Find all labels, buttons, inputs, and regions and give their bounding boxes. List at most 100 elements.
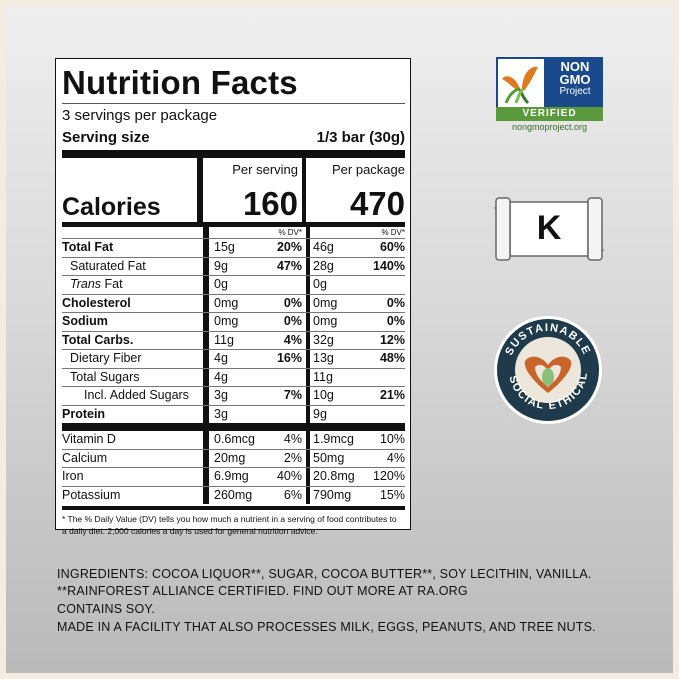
package-amount: 13g [313,351,334,365]
per-package-header: Per package [332,162,405,177]
package-amount: 11g [313,369,333,384]
nutrient-name: Total Sugars [70,369,140,384]
nutrient-row: Cholesterol 0mg 0% 0mg 0% [62,293,405,312]
calories-block: Calories Per serving 160 Per package 470 [62,158,405,222]
hands-heart-icon [524,356,572,393]
nutrient-row: Total Fat 15g 20% 46g 60% [62,238,405,257]
nutrient-name: Saturated Fat [70,258,146,273]
nutrient-name: Dietary Fiber [70,351,142,365]
per-serving-cell: 9g 47% [203,257,306,275]
gmo-line2: GMO [559,72,591,87]
nutrient-table: Total Fat 15g 20% 46g 60% Saturated Fat 9g 47% 2… [62,238,405,423]
per-serving-cell: 11g 4% [203,331,306,349]
nutrient-name: Total Fat [62,240,114,254]
serving-dv: 0% [283,314,302,328]
vitamin-row: Calcium 20mg 2% 50mg 4% [62,448,405,467]
package-dv: 0% [386,314,405,328]
nutrient-name: Sodium [62,314,108,328]
serving-amount: 0mg [214,314,239,328]
package-dv: 120% [373,469,405,483]
serving-amount: 3g [214,388,228,402]
per-serving-header: Per serving [232,162,298,177]
vitamin-name: Calcium [62,450,108,465]
package-dv: 15% [379,487,405,502]
vitamin-row: Vitamin D 0.6mcg 4% 1.9mcg 10% [62,431,405,449]
nutrient-row: Trans Fat 0g 0g [62,275,405,294]
per-package-cell: 20.8mg 120% [306,468,409,486]
per-package-cell: 11g [306,368,409,386]
per-package-cell: 32g 12% [306,331,409,349]
package-dv: 48% [379,351,405,365]
serving-dv: 4% [283,332,302,347]
per-serving-cell: 3g [203,405,306,423]
serving-dv: 0% [283,295,302,310]
nutrient-row: Sodium 0mg 0% 0mg 0% [62,312,405,331]
dv-header-package: % DV* [306,227,409,238]
non-gmo-verified-badge: NON GMO Project VERIFIED nongmoproject.o… [496,57,603,132]
nutrient-row: Saturated Fat 9g 47% 28g 140% [62,256,405,275]
package-amount: 1.9mcg [313,432,354,446]
vitamin-row: Iron 6.9mg 40% 20.8mg 120% [62,467,405,486]
nutrient-row: Incl. Added Sugars 3g 7% 10g 21% [62,386,405,405]
vitamin-divider [62,423,405,431]
per-package-cell: 50mg 4% [306,449,409,467]
vitamin-row: Potassium 260mg 6% 790mg 15% [62,485,405,504]
trans-suffix: Fat [101,277,123,291]
per-package-cell: 13g 48% [306,350,409,368]
nutrient-name: Total Carbs. [62,332,134,347]
serving-amount: 15g [214,240,235,254]
dv-header-serving: % DV* [203,227,306,238]
trans-prefix: Trans [70,277,102,291]
per-serving-cell: 20mg 2% [203,449,306,467]
allergen-facility: MADE IN A FACILITY THAT ALSO PROCESSES M… [57,620,596,634]
gmo-line3: Project [559,86,591,97]
vitamin-name: Vitamin D [62,432,116,446]
sustainable-social-ethical-badge: SUSTAINABLE SOCIAL ETHICAL [493,315,603,425]
calories-per-package-cell: Per package 470 [306,158,409,222]
kosher-badge: K [494,194,604,264]
serving-dv: 16% [276,351,302,365]
per-serving-cell: 15g 20% [203,239,306,257]
per-package-cell: 9g [306,405,409,423]
nutrient-name: Cholesterol [62,295,131,310]
serving-amount: 0mg [214,295,239,310]
servings-per-package: 3 servings per package [62,107,218,124]
nutrient-name: Protein [62,406,106,421]
ingredients-block: INGREDIENTS: COCOA LIQUOR**, SUGAR, COCO… [57,566,657,636]
serving-amount: 260mg [214,487,253,502]
gmo-url: nongmoproject.org [511,122,588,132]
daily-value-footnote: * The % Daily Value (DV) tells you how m… [62,506,405,537]
serving-dv: 7% [283,388,302,402]
nutrient-row: Total Sugars 4g 11g [62,367,405,386]
serving-dv: 47% [276,258,302,273]
per-package-cell: 28g 140% [306,257,409,275]
serving-amount: 4g [214,369,228,384]
serving-amount: 0.6mcg [214,432,255,446]
certification-line: **RAINFOREST ALLIANCE CERTIFIED. FIND OU… [57,584,468,598]
nutrient-row: Protein 3g 9g [62,404,405,423]
thick-divider [62,150,405,158]
package-amount: 9g [313,406,327,421]
gmo-verified-text: VERIFIED [496,107,603,121]
package-dv: 140% [373,258,405,273]
per-package-cell: 1.9mcg 10% [306,431,409,449]
dv-header-row: % DV* % DV* [62,227,405,238]
package-amount: 10g [313,388,334,402]
nutrient-row: Total Carbs. 11g 4% 32g 12% [62,330,405,349]
serving-amount: 0g [214,277,228,291]
package-amount: 32g [313,332,334,347]
gmo-line1: NON [560,59,590,74]
serving-dv: 6% [283,487,302,502]
serving-dv: 20% [276,240,302,254]
per-serving-cell: 4g 16% [203,350,306,368]
calories-per-serving-cell: Per serving 160 [203,158,306,222]
nutrition-facts-label: Nutrition Facts 3 servings per package S… [55,58,411,536]
allergen-contains: CONTAINS SOY. [57,602,155,616]
per-package-cell: 46g 60% [306,239,409,257]
serving-amount: 4g [214,351,228,365]
serving-amount: 11g [214,332,234,347]
package-amount: 0mg [313,314,338,328]
serving-amount: 20mg [214,450,246,465]
package-amount: 50mg [313,450,345,465]
